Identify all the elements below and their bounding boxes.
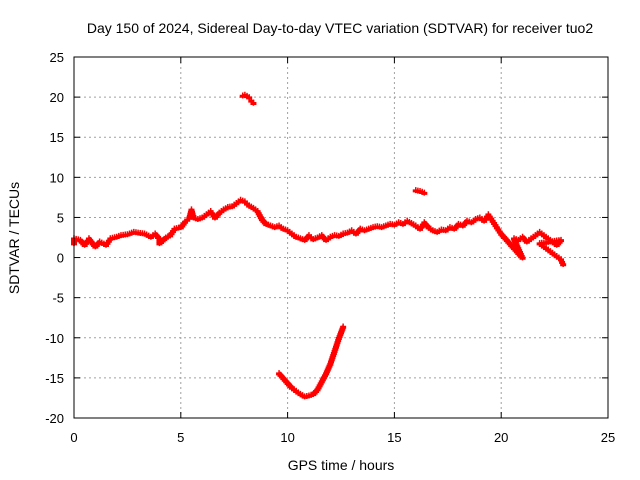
x-tick-label: 5 — [177, 430, 184, 445]
chart-title: Day 150 of 2024, Sidereal Day-to-day VTE… — [87, 20, 594, 36]
x-tick-label: 15 — [387, 430, 401, 445]
x-tick-label: 25 — [601, 430, 615, 445]
y-tick-label: 25 — [50, 50, 64, 65]
x-axis-label: GPS time / hours — [288, 457, 395, 473]
x-tick-label: 0 — [70, 430, 77, 445]
data-point — [250, 99, 257, 106]
data-point — [421, 189, 428, 196]
data-points — [71, 91, 567, 400]
y-tick-label: -10 — [45, 331, 64, 346]
y-tick-label: -5 — [52, 291, 64, 306]
y-tick-label: -15 — [45, 371, 64, 386]
y-tick-label: 0 — [57, 251, 64, 266]
series-dip — [276, 323, 347, 400]
series-outlier-high — [239, 91, 257, 106]
plot-frame — [73, 56, 609, 419]
y-tick-label: 10 — [50, 170, 64, 185]
y-tick-label: -20 — [45, 411, 64, 426]
y-tick-label: 15 — [50, 130, 64, 145]
y-tick-label: 20 — [50, 90, 64, 105]
x-tick-label: 20 — [494, 430, 508, 445]
x-tick-label: 10 — [280, 430, 294, 445]
axis-ticks: 0 5 10 15 20 25 -20 -15 -10 -5 0 5 10 15 20 25 — [45, 50, 615, 445]
data-point — [560, 260, 567, 267]
data-point — [340, 323, 347, 330]
y-tick-label: 5 — [57, 210, 64, 225]
series-main — [71, 196, 567, 267]
y-axis-label: SDTVAR / TECUs — [6, 182, 22, 294]
series-outlier-right — [412, 187, 428, 196]
